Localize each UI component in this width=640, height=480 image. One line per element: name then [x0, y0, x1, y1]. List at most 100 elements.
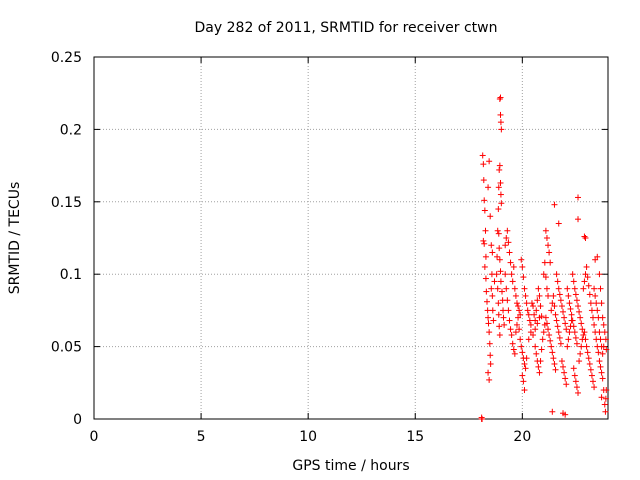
data-point	[603, 387, 610, 394]
data-point	[552, 311, 559, 318]
data-point	[522, 365, 529, 372]
data-point	[562, 411, 569, 418]
data-point	[588, 307, 595, 314]
data-point	[590, 378, 597, 385]
data-point	[571, 372, 578, 379]
data-point	[519, 263, 526, 270]
data-point	[567, 305, 574, 312]
data-point	[549, 349, 556, 356]
data-point	[561, 314, 568, 321]
data-point	[576, 308, 583, 315]
data-point	[538, 346, 545, 353]
data-point	[505, 307, 512, 314]
data-point	[485, 184, 492, 191]
data-point	[557, 297, 564, 304]
data-point	[540, 329, 547, 336]
data-point	[568, 311, 575, 318]
data-point	[520, 274, 527, 281]
data-point	[485, 314, 492, 321]
data-point	[558, 303, 565, 310]
data-point	[569, 271, 576, 278]
data-point	[577, 350, 584, 357]
data-point	[586, 360, 593, 367]
data-point	[480, 161, 487, 168]
axis-ticks	[93, 56, 608, 420]
data-point	[510, 346, 517, 353]
data-point	[583, 263, 590, 270]
data-point	[600, 321, 607, 328]
data-point	[595, 349, 602, 356]
data-point	[486, 329, 493, 336]
data-point	[572, 291, 579, 298]
data-point	[519, 372, 526, 379]
data-point	[585, 282, 592, 289]
data-point	[586, 291, 593, 298]
chart-title: Day 282 of 2011, SRMTID for receiver ctw…	[195, 20, 498, 36]
data-point	[564, 343, 571, 350]
data-point	[591, 285, 598, 292]
data-point	[538, 313, 545, 320]
data-point	[547, 259, 554, 266]
data-point	[494, 285, 501, 292]
data-point	[596, 358, 603, 365]
data-point	[571, 285, 578, 292]
data-point	[533, 307, 540, 314]
data-point	[498, 126, 505, 133]
data-point	[533, 350, 540, 357]
data-point	[497, 268, 504, 275]
data-point	[497, 179, 504, 186]
data-point	[494, 227, 501, 234]
data-point	[601, 329, 608, 336]
data-point	[513, 300, 520, 307]
data-point	[569, 317, 576, 324]
data-point	[557, 340, 564, 347]
data-point	[561, 369, 568, 376]
data-point	[496, 162, 503, 169]
data-point	[479, 416, 486, 422]
data-point	[493, 271, 500, 278]
data-point	[497, 94, 504, 101]
data-point	[546, 332, 553, 339]
data-point	[482, 227, 489, 234]
data-point	[580, 285, 587, 292]
data-point	[513, 321, 520, 328]
data-point	[484, 307, 491, 314]
data-point	[526, 317, 533, 324]
data-point	[578, 343, 585, 350]
x-tick-label: 0	[90, 429, 99, 445]
data-point	[515, 303, 522, 310]
data-point	[565, 292, 572, 299]
data-point	[539, 336, 546, 343]
data-point	[551, 201, 558, 208]
data-point	[507, 326, 514, 333]
data-point	[602, 336, 609, 343]
data-point	[532, 326, 539, 333]
data-point	[602, 395, 609, 402]
data-point	[585, 355, 592, 362]
data-point	[502, 271, 509, 278]
data-point	[481, 263, 488, 270]
data-point	[521, 360, 528, 367]
data-point	[563, 326, 570, 333]
data-point	[486, 376, 493, 383]
data-point	[566, 329, 573, 336]
data-point	[581, 329, 588, 336]
data-point	[581, 278, 588, 285]
data-point	[565, 336, 572, 343]
data-point	[542, 314, 549, 321]
data-point	[509, 340, 516, 347]
x-tick-label: 20	[513, 429, 531, 445]
data-point	[511, 285, 518, 292]
x-tick-label: 10	[299, 429, 317, 445]
data-point	[495, 311, 502, 318]
data-point	[524, 307, 531, 314]
data-point	[496, 332, 503, 339]
data-point	[598, 394, 605, 401]
data-point	[575, 303, 582, 310]
data-point	[587, 366, 594, 373]
data-point	[545, 326, 552, 333]
data-point	[542, 227, 549, 234]
data-point	[530, 303, 537, 310]
data-point	[558, 358, 565, 365]
data-point	[519, 349, 526, 356]
